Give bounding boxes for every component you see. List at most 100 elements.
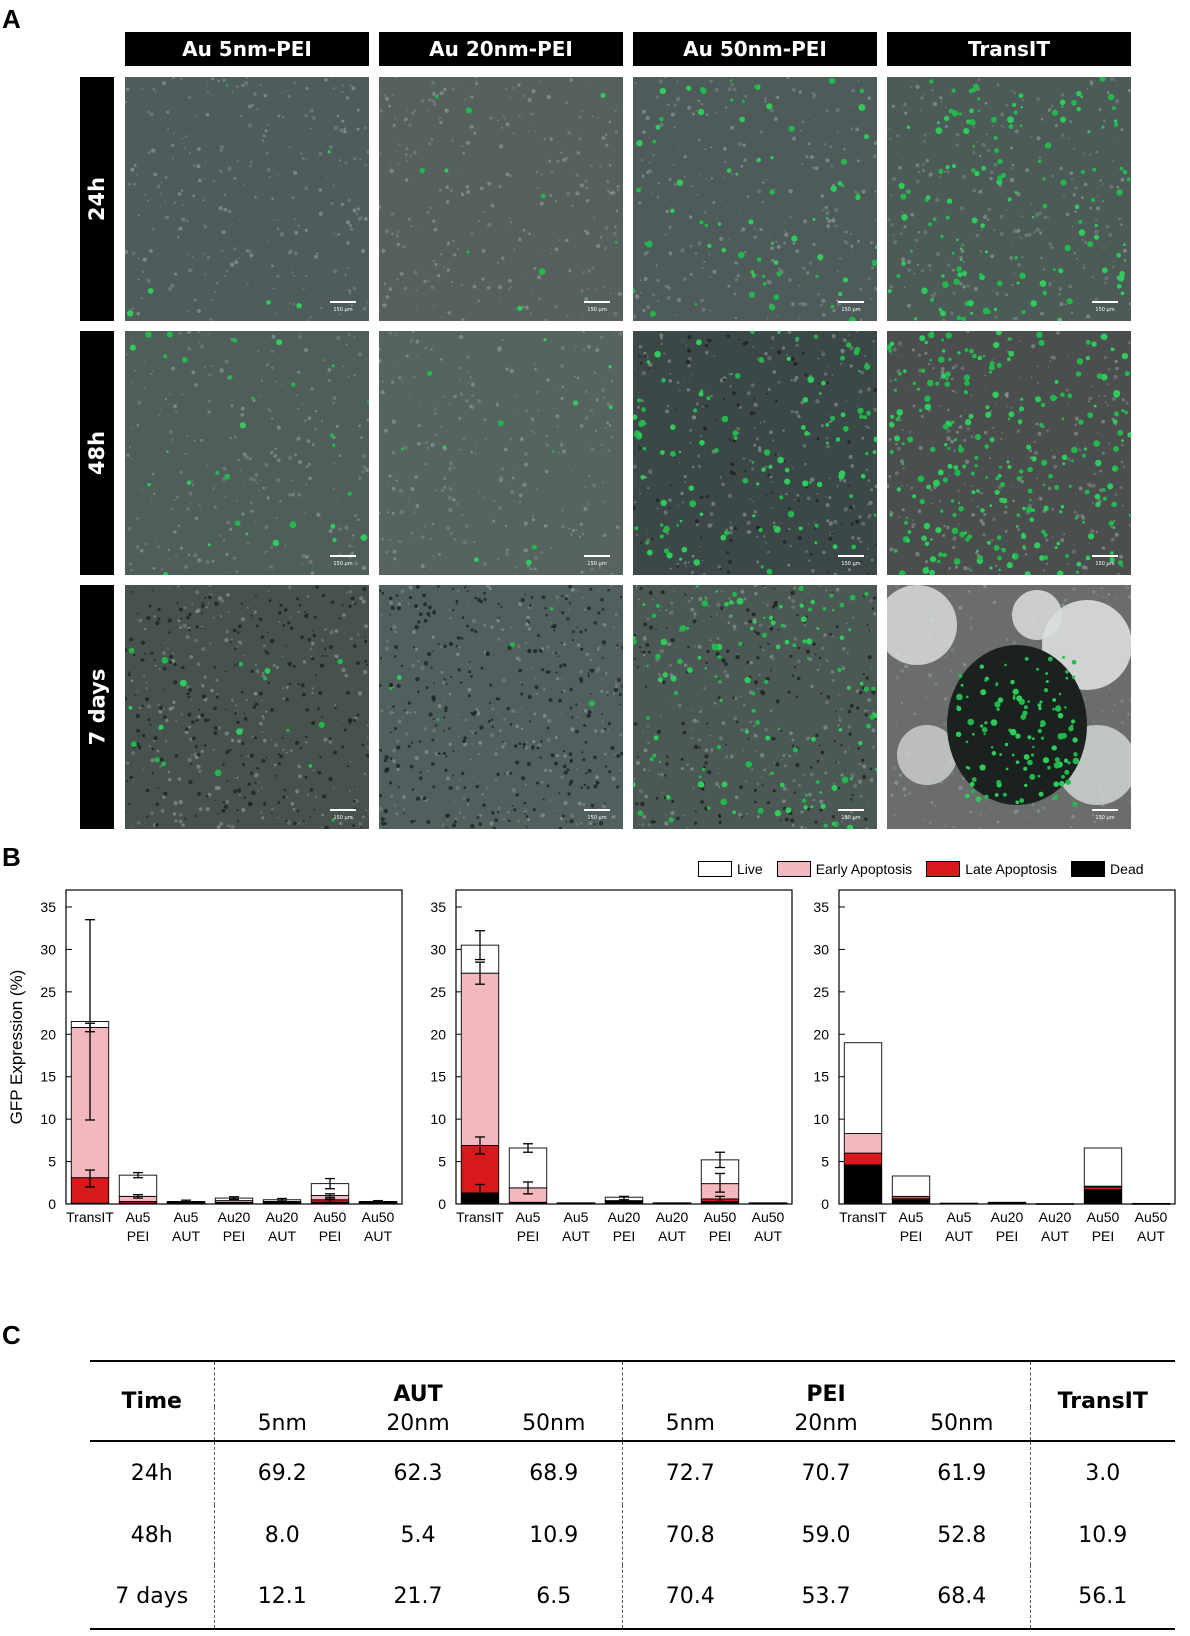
bar-segment-dead	[891, 1199, 931, 1205]
y-tick-label: 0	[48, 1196, 56, 1212]
error-bar	[715, 1195, 725, 1203]
x-tick-label: Au5	[516, 1209, 541, 1225]
scale-bar-label: 150 μm	[1095, 307, 1114, 313]
scale-bar	[838, 301, 864, 303]
bar-segment-dead	[843, 1164, 883, 1205]
scale-bar	[330, 809, 356, 811]
bar-segment-live	[748, 1202, 788, 1204]
header-pei-20nm: 20nm	[758, 1407, 894, 1442]
cell-aut-5nm: 8.0	[264, 1522, 300, 1548]
bar-segment-live	[508, 1147, 548, 1189]
row-label-24h: 24h	[80, 77, 114, 321]
bar-segment-live	[1131, 1202, 1171, 1205]
error-bar	[85, 919, 95, 1121]
legend-swatch-live	[698, 861, 732, 877]
bar-chart-7-days: 0 5 10 15 20 25 30 35 TransIT Au5 PEI Au5 AUT Au20 PEI…	[813, 889, 1176, 1244]
micrograph-au20-pei-48h: 150 μm	[379, 331, 623, 575]
table-row: 7 days 12.1 21.7 6.5 70.4 53.7 68.4 56.1	[90, 1565, 1175, 1630]
scale-bar	[1092, 301, 1118, 303]
x-tick-label: Au20	[1039, 1209, 1072, 1225]
cell-pei-5nm: 70.4	[622, 1565, 758, 1630]
x-tick-label: PEI	[996, 1228, 1019, 1244]
bar-segment-dead	[1083, 1189, 1123, 1205]
y-tick-label: 5	[438, 1154, 446, 1170]
y-tick-label: 30	[813, 941, 829, 957]
error-bar	[475, 1136, 485, 1155]
scale-bar	[330, 301, 356, 303]
x-tick-label: Au5	[126, 1209, 151, 1225]
x-tick-label: Au20	[218, 1209, 251, 1225]
y-tick-label: 25	[40, 984, 56, 1000]
cell-aut-50nm: 10.9	[486, 1505, 623, 1565]
y-tick-label: 5	[48, 1154, 56, 1170]
error-bar	[475, 961, 485, 985]
bar-segment-live	[939, 1202, 979, 1205]
header-pei-5nm: 5nm	[622, 1407, 758, 1442]
error-bar	[523, 1181, 533, 1195]
legend-item-late-apoptosis: Late Apoptosis	[926, 861, 1057, 877]
x-tick-label: AUT	[658, 1228, 686, 1244]
x-tick-label: Au50	[1135, 1209, 1168, 1225]
micrograph-transit-24h: 150 μm	[887, 77, 1131, 321]
legend-swatch-early-apoptosis	[776, 861, 811, 877]
x-tick-label: Au5	[564, 1209, 589, 1225]
cell-pei-20nm: 53.7	[758, 1565, 894, 1630]
y-tick-label: 15	[430, 1069, 446, 1085]
micrograph-au50-pei-24h: 150 μm	[633, 77, 877, 321]
error-bar	[619, 1195, 629, 1201]
cell-pei-50nm: 68.4	[894, 1565, 1031, 1630]
header-transit: TransIT	[1030, 1360, 1175, 1442]
y-tick-label: 35	[40, 899, 56, 915]
legend-item-early-apoptosis: Early Apoptosis	[776, 861, 913, 877]
scale-bar-label: 150 μm	[587, 815, 606, 821]
x-tick-label: Au5	[899, 1209, 924, 1225]
x-tick-label: TransIT	[456, 1209, 504, 1225]
table-row: 48h 8.0 5.4 10.9 70.8 59.0 52.8 10.9	[90, 1505, 1175, 1565]
panel-label-a: A	[2, 4, 21, 34]
legend-swatch-late-apoptosis	[926, 861, 961, 877]
bar-segment-early-apoptosis	[843, 1133, 883, 1154]
scale-bar-label: 150 μm	[333, 561, 352, 567]
x-tick-label: PEI	[709, 1228, 732, 1244]
plot-frame	[65, 889, 403, 1205]
header-pei-50nm: 50nm	[894, 1407, 1031, 1442]
y-tick-label: 0	[438, 1196, 446, 1212]
bar-segment-live	[1083, 1147, 1123, 1187]
y-axis-label: GFP Expression (%)	[7, 970, 26, 1125]
y-tick-label: 30	[430, 941, 446, 957]
y-tick-label: 10	[40, 1111, 56, 1127]
chart-48h: 0 5 10 15 20 25 30 35 TransIT Au5 PEI Au5 AUT Au20 PEI…	[420, 886, 810, 1310]
y-tick-label: 5	[821, 1154, 829, 1170]
viability-table: Time AUT PEI TransIT 5nm 20nm 50nm 5nm 2…	[90, 1360, 1175, 1630]
x-tick-label: Au50	[1087, 1209, 1120, 1225]
bar-segment-early-apoptosis	[460, 972, 500, 1146]
cell-aut-50nm: 68.9	[486, 1441, 623, 1505]
header-pei: PEI	[622, 1360, 1031, 1407]
chart-legend: Live Early Apoptosis Late Apoptosis Dead	[698, 858, 1144, 880]
header-aut-5nm: 5nm	[214, 1407, 350, 1442]
micrograph-au5-pei-48h: 150 μm	[125, 331, 369, 575]
header-aut: AUT	[214, 1360, 623, 1407]
cell-transit: 10.9	[1078, 1522, 1128, 1548]
y-tick-label: 20	[40, 1026, 56, 1042]
x-tick-label: Au50	[314, 1209, 347, 1225]
legend-label-late-apoptosis: Late Apoptosis	[965, 861, 1058, 877]
legend-label-early-apoptosis: Early Apoptosis	[815, 861, 913, 877]
legend-item-dead: Dead	[1071, 861, 1144, 877]
x-tick-label: Au20	[266, 1209, 299, 1225]
bar-segment-live	[843, 1042, 883, 1135]
legend-label-live: Live	[737, 861, 763, 877]
x-tick-label: AUT	[268, 1228, 296, 1244]
x-tick-label: TransIT	[66, 1209, 114, 1225]
y-tick-label: 0	[821, 1196, 829, 1212]
error-bar	[325, 1177, 335, 1190]
column-header-au5-pei: Au 5nm-PEI	[125, 32, 369, 66]
x-tick-label: Au50	[704, 1209, 737, 1225]
scale-bar	[1092, 809, 1118, 811]
cell-time: 7 days	[90, 1565, 215, 1630]
column-header-au20-pei: Au 20nm-PEI	[379, 32, 623, 66]
x-tick-label: AUT	[364, 1228, 392, 1244]
cell-pei-50nm: 61.9	[894, 1441, 1031, 1505]
row-label-48h: 48h	[80, 331, 114, 575]
micrograph-transit-7-days: 150 μm	[887, 585, 1131, 829]
